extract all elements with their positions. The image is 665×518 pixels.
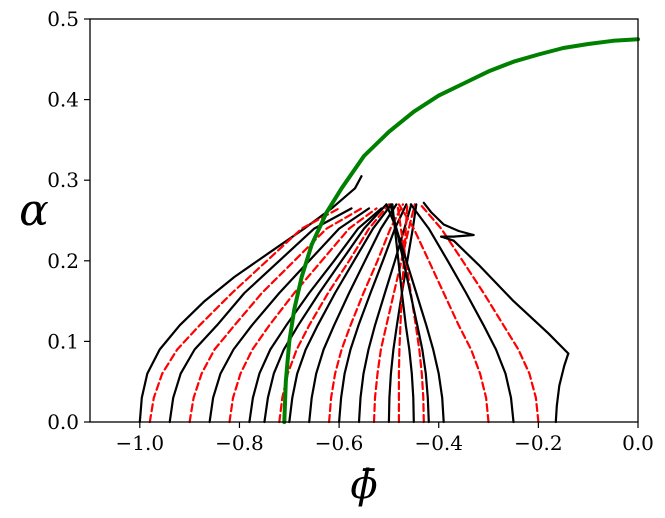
- series-line-0-solid: [138, 175, 363, 424]
- series-line-12-solid: [338, 203, 408, 424]
- series-line-2-solid: [168, 207, 353, 424]
- x-tick-label: −0.4: [414, 431, 463, 455]
- plot-frame: [89, 18, 639, 423]
- x-tick-label: −0.6: [315, 431, 364, 455]
- series-line-27-solid: [422, 201, 475, 237]
- series-line-28-boundary: [282, 37, 640, 424]
- y-tick-label: 0.0: [47, 410, 79, 434]
- curves-layer: [138, 37, 640, 424]
- series-line-16-dashed: [397, 203, 409, 424]
- x-axis-label: ϕ̄: [350, 462, 377, 508]
- series-line-23-dashed: [419, 203, 540, 424]
- y-tick-label: 0.2: [47, 249, 79, 273]
- series-line-20-solid: [385, 203, 445, 424]
- ticks-layer: −1.0 −0.8 −0.6 −0.4 −0.2 0.0 0.0 0.1 0.2 0.3 0.4 0.…: [47, 7, 654, 455]
- series-line-24-solid: [554, 352, 570, 424]
- y-tick-label: 0.1: [47, 329, 79, 353]
- series-line-1-dashed: [148, 207, 341, 424]
- series-line-10-solid: [308, 203, 398, 424]
- series-line-17-solid: [391, 203, 415, 424]
- series-line-22-solid: [409, 203, 515, 424]
- series-line-9-solid: [288, 203, 393, 424]
- series-line-18-dashed: [396, 203, 425, 424]
- series-line-21-dashed: [397, 203, 490, 424]
- y-axis-label: α: [19, 185, 49, 236]
- series-line-26-solid: [440, 233, 475, 238]
- x-tick-label: −0.8: [215, 431, 264, 455]
- series-line-15-solid: [387, 203, 418, 424]
- series-line-13-solid: [357, 203, 413, 424]
- y-tick-label: 0.4: [47, 88, 79, 112]
- series-line-7-solid: [263, 203, 388, 424]
- x-tick-label: −1.0: [116, 431, 165, 455]
- x-tick-label: 0.0: [622, 431, 654, 455]
- series-line-5-dashed: [228, 207, 378, 424]
- series-line-11-dashed: [328, 203, 404, 424]
- x-tick-label: −0.2: [514, 431, 563, 455]
- series-line-25-solid: [440, 235, 570, 355]
- y-tick-label: 0.3: [47, 168, 79, 192]
- series-line-14-dashed: [372, 203, 416, 424]
- series-line-6-solid: [248, 207, 383, 424]
- series-line-4-solid: [208, 207, 371, 424]
- y-tick-label: 0.5: [47, 7, 79, 31]
